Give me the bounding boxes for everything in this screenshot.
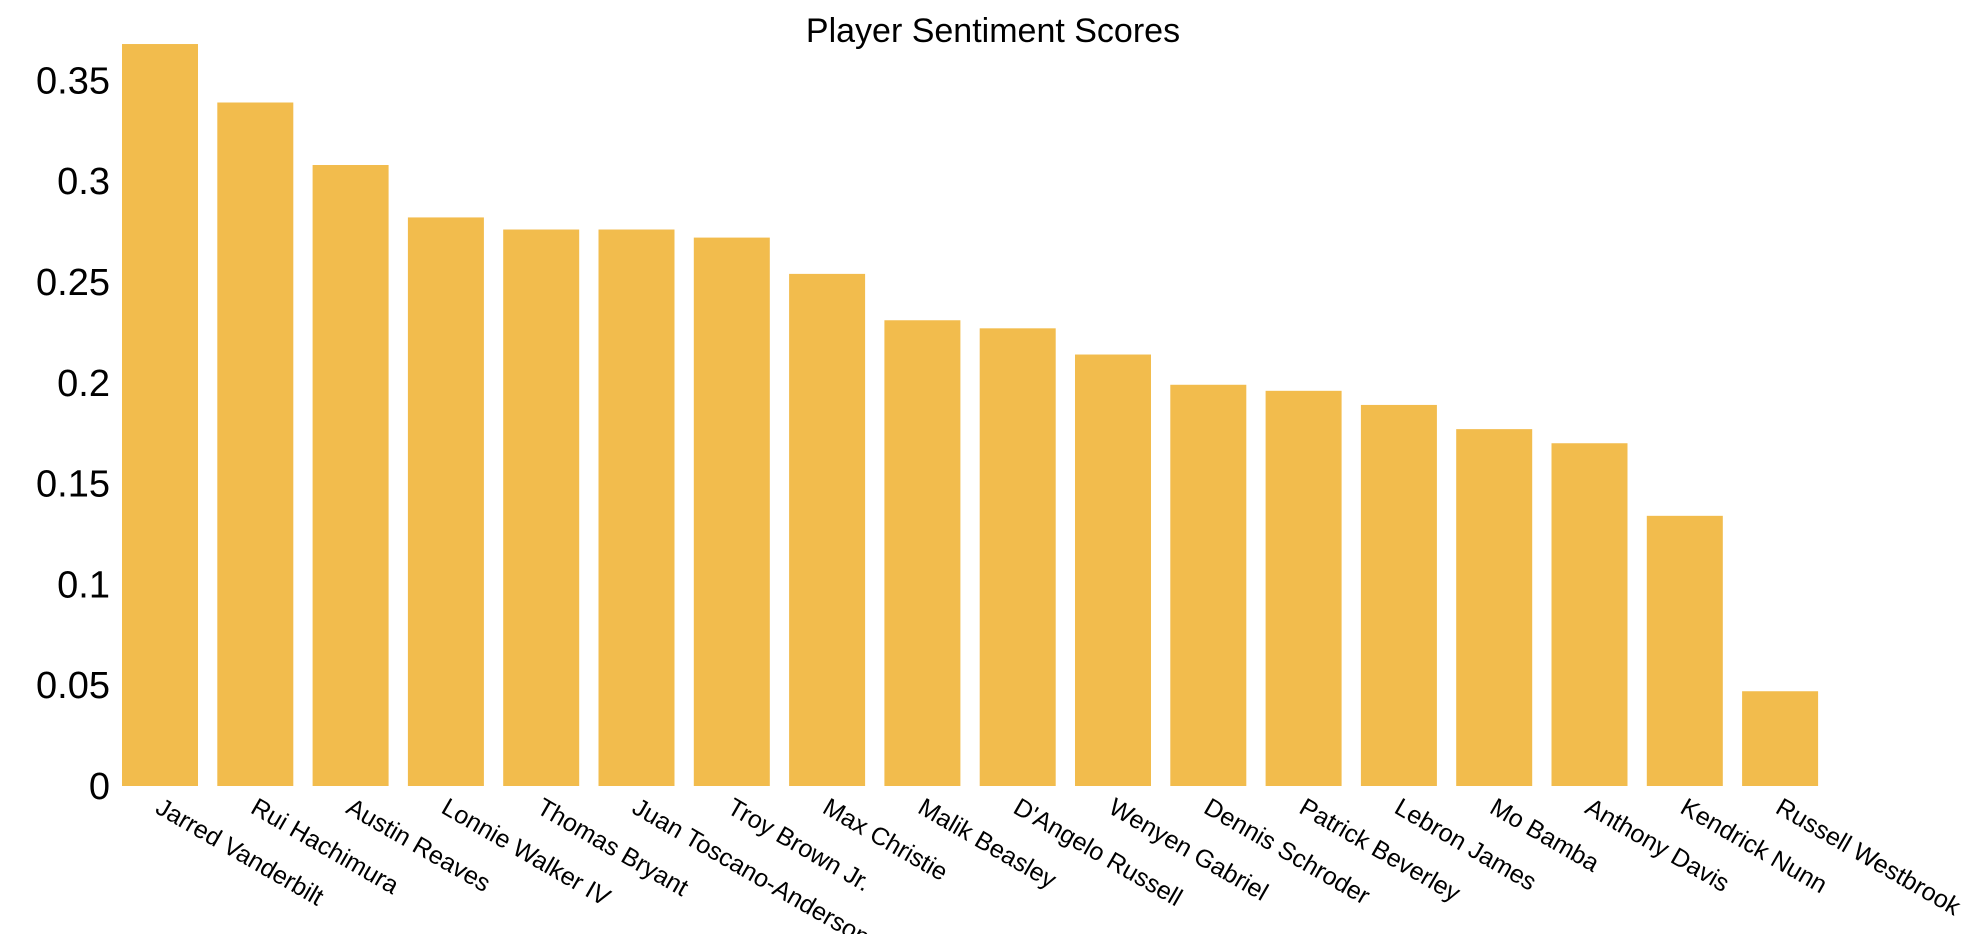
x-tick-label: Patrick Beverley (1295, 793, 1466, 908)
y-tick-label: 0.35 (36, 60, 110, 102)
x-tick-label: Dennis Schroder (1199, 793, 1374, 910)
bar (503, 229, 580, 787)
bar (122, 44, 198, 787)
bar (217, 102, 294, 787)
y-tick-label: 0.15 (36, 464, 110, 506)
x-tick-label: Jarred Vanderbilt (151, 793, 328, 912)
y-tick-label: 0.25 (36, 262, 110, 304)
bar (789, 273, 866, 786)
bar (1551, 443, 1628, 786)
bar (312, 165, 389, 787)
bar (598, 229, 675, 787)
bar (979, 328, 1056, 786)
x-tick-label: Lonnie Walker IV (437, 793, 615, 912)
bar (1170, 384, 1247, 786)
y-tick-label: 0 (89, 766, 110, 808)
bar (1360, 404, 1437, 786)
bar (1075, 354, 1151, 786)
bar (1265, 390, 1342, 786)
bar (693, 237, 770, 787)
bar (407, 217, 484, 787)
bar (1456, 429, 1533, 786)
y-tick-label: 0.2 (57, 363, 110, 405)
x-tick-label: Wenyen Gabriel (1104, 793, 1273, 907)
bar (1646, 515, 1723, 786)
x-tick-label: D'Angelo Russell (1009, 793, 1187, 912)
bars (122, 44, 1819, 787)
y-tick-label: 0.1 (57, 564, 110, 606)
chart-title: Player Sentiment Scores (805, 12, 1181, 50)
bar (884, 320, 961, 786)
bar (1742, 691, 1819, 786)
y-tick-label: 0.05 (36, 665, 110, 707)
y-axis: 0 0.05 0.1 0.15 0.2 0.25 0.3 0.35 (36, 60, 110, 808)
y-tick-label: 0.3 (57, 161, 110, 203)
